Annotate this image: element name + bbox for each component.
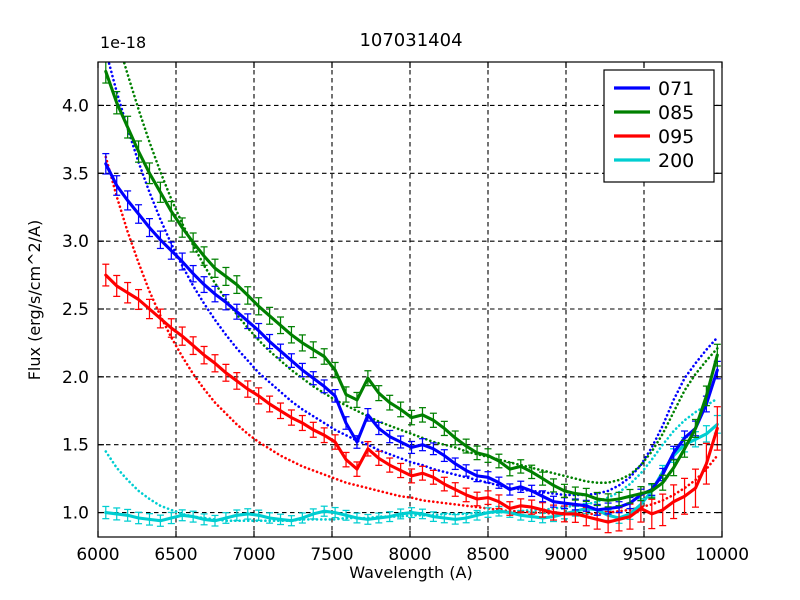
legend-label-085[interactable]: 085: [658, 102, 694, 124]
y-axis-label: Flux (erg/s/cm^2/A): [25, 220, 44, 381]
y-tick-label: 1.0: [62, 504, 89, 524]
x-tick-label: 9000: [544, 545, 587, 565]
y-tick-label: 3.0: [62, 232, 89, 252]
model-curve: [122, 62, 719, 484]
x-tick-label: 9500: [622, 545, 665, 565]
y-tick-label: 2.0: [62, 368, 89, 388]
series-095: [102, 263, 721, 534]
page-title: 107031404: [359, 30, 462, 51]
legend-label-071[interactable]: 071: [658, 78, 694, 100]
series-clip-group: [102, 62, 721, 534]
observed-curve: [104, 273, 719, 524]
observed-curve: [104, 69, 719, 502]
legend-label-095[interactable]: 095: [658, 126, 694, 148]
tick-layer: 6000 6500 7000 7500 8000 8500 9000 9500 10000 1.0…: [62, 62, 749, 565]
x-tick-label: 6000: [76, 545, 119, 565]
series-071: [102, 152, 721, 516]
observed-curve: [104, 422, 719, 523]
x-tick-label: 7000: [232, 545, 275, 565]
x-tick-label: 7500: [310, 545, 353, 565]
y-tick-label: 3.5: [62, 164, 89, 184]
x-tick-label: 8500: [466, 545, 509, 565]
observed-curve: [104, 162, 719, 512]
x-tick-label: 10000: [695, 545, 749, 565]
data-series-layer: [102, 62, 721, 534]
series-085: [102, 62, 721, 508]
y-tick-label: 4.0: [62, 96, 89, 116]
series-071-model: [107, 62, 719, 497]
series-095-model: [104, 155, 719, 516]
series-085-model: [122, 62, 719, 484]
y-tick-label: 1.5: [62, 436, 89, 456]
model-curve: [104, 155, 719, 516]
x-tick-label: 6500: [154, 545, 197, 565]
model-curve: [107, 62, 719, 497]
x-tick-label: 8000: [388, 545, 431, 565]
y-axis-offset-label: 1e-18: [100, 33, 146, 52]
y-tick-label: 2.5: [62, 300, 89, 320]
x-axis-label: Wavelength (A): [349, 563, 472, 582]
legend-label-200[interactable]: 200: [658, 150, 694, 172]
